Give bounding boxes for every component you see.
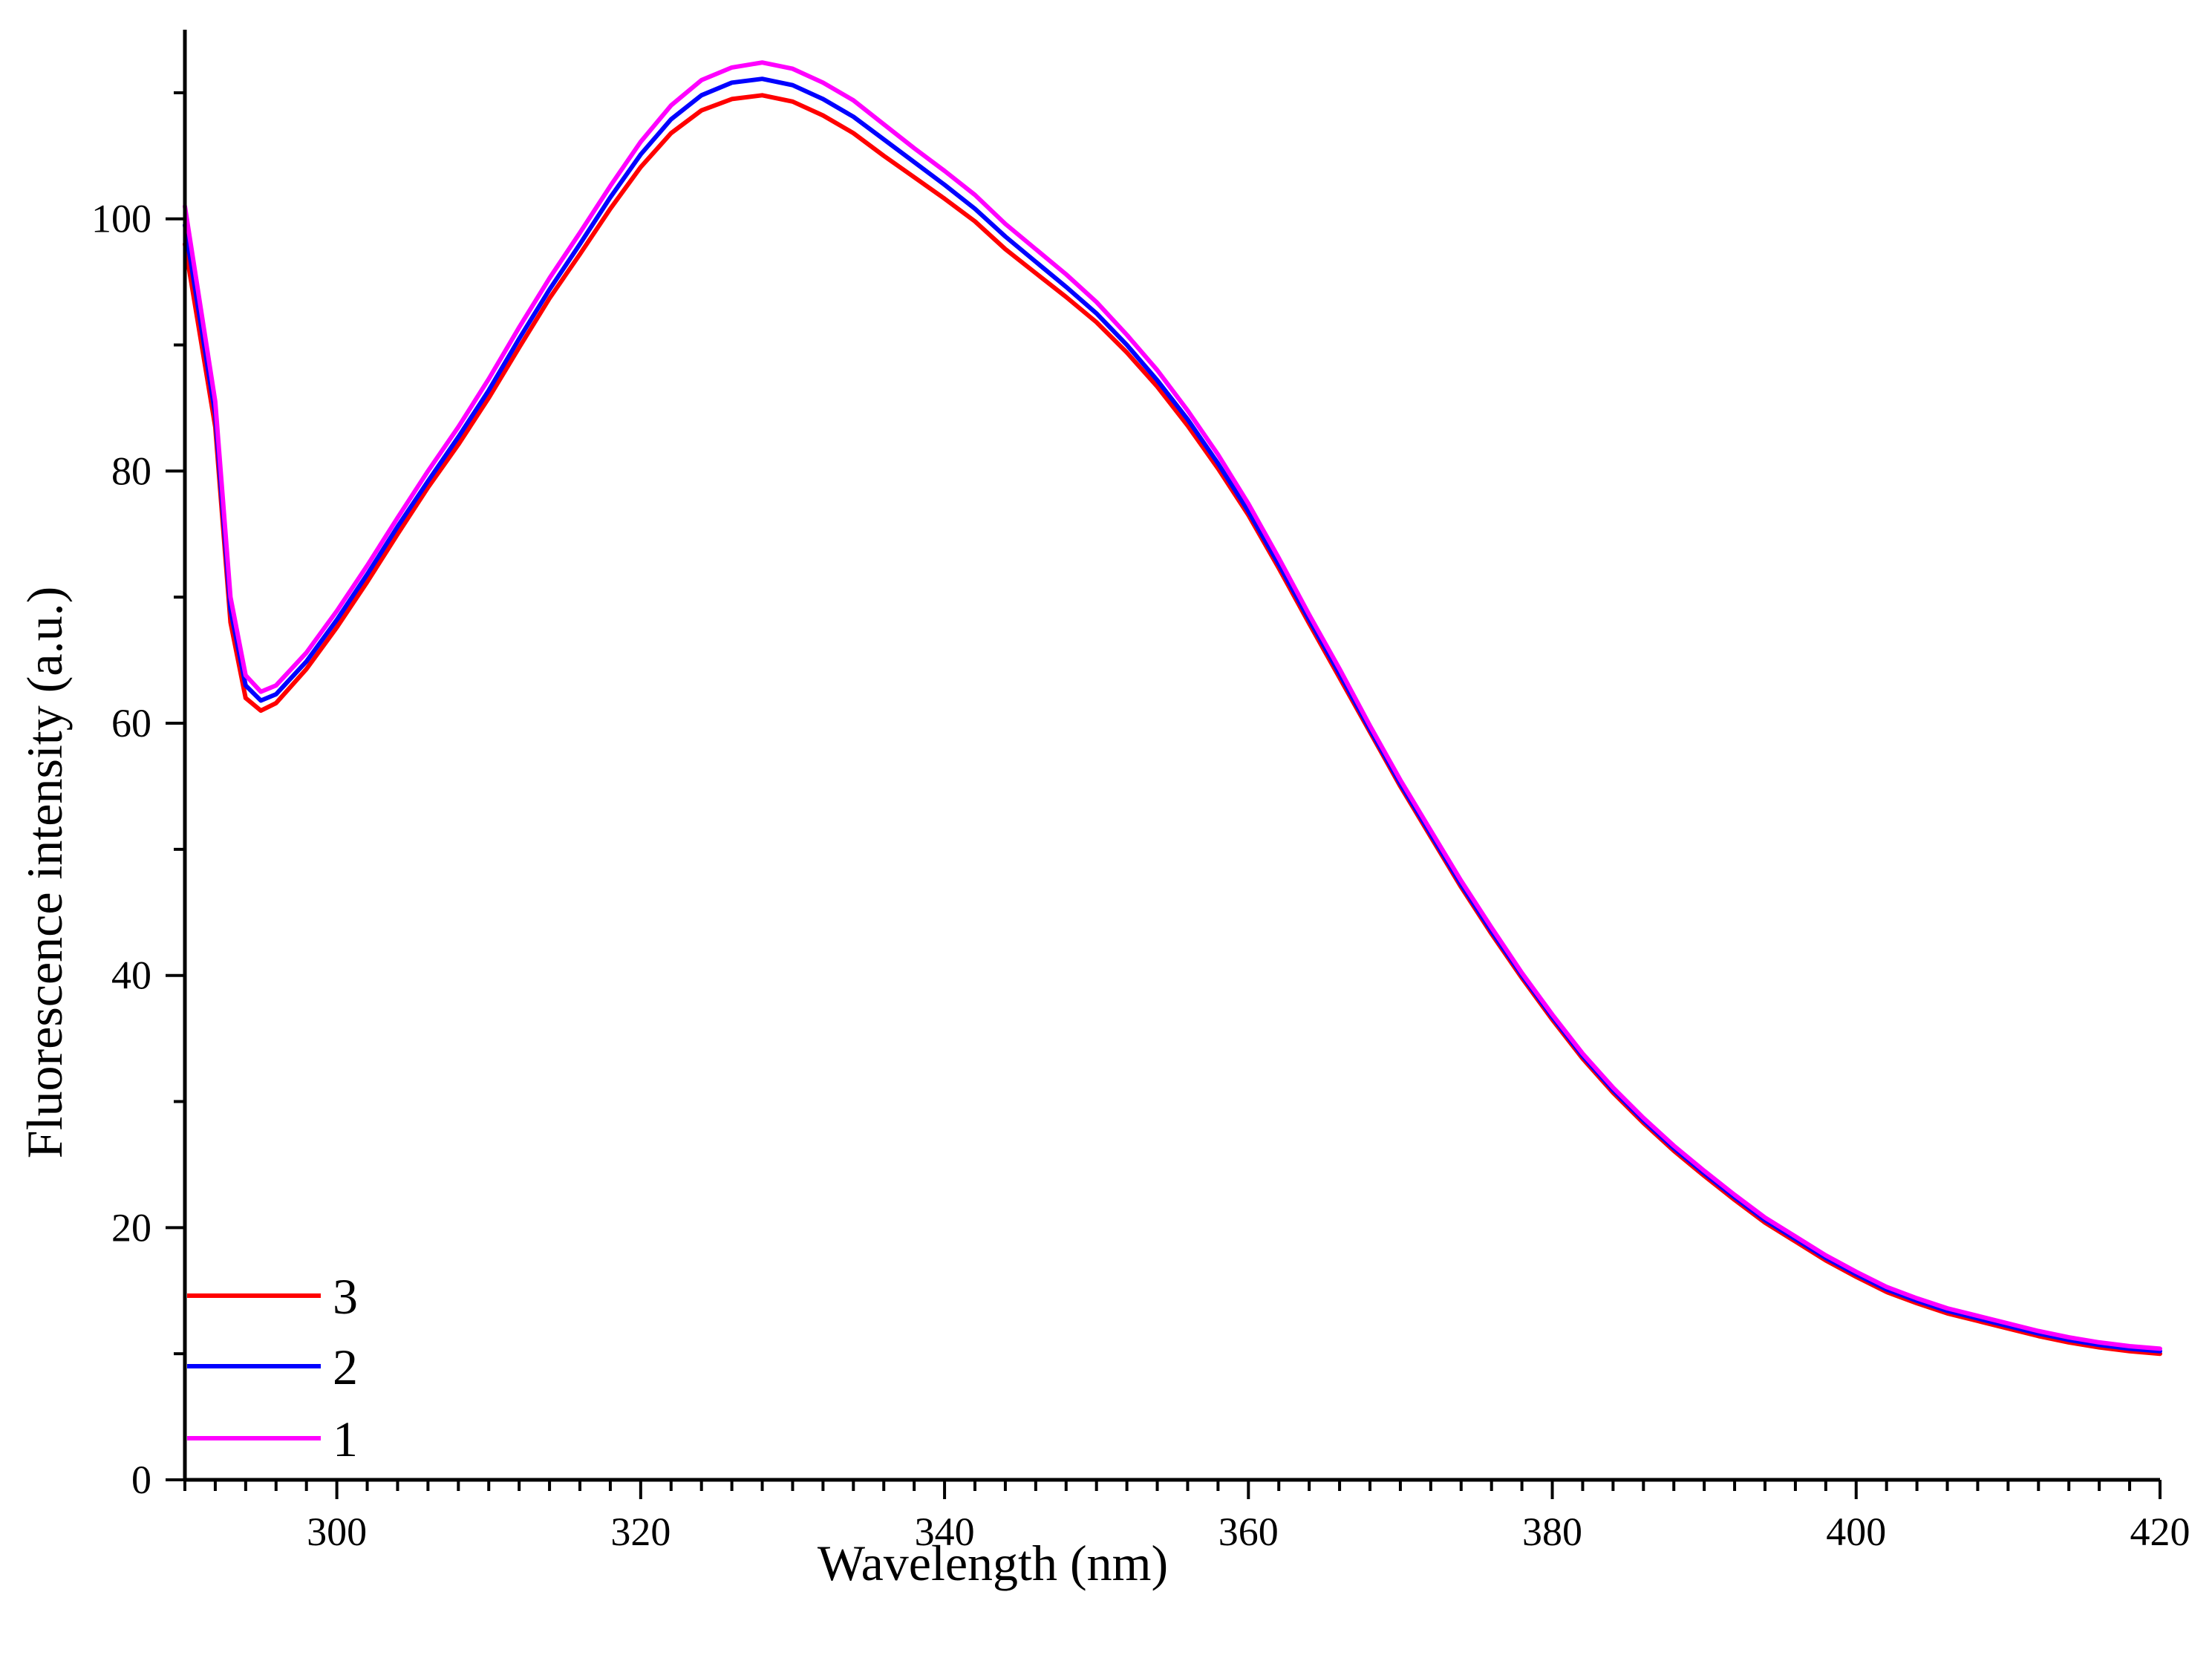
x-tick-label: 380 <box>1522 1510 1582 1554</box>
legend-label-3: 3 <box>333 1268 358 1325</box>
x-tick-label: 300 <box>307 1510 367 1554</box>
y-axis-title: Fluorescence intensity (a.u.) <box>16 587 73 1158</box>
x-tick-label: 400 <box>1826 1510 1886 1554</box>
series-line-3 <box>183 93 2162 1357</box>
legend-label-1: 1 <box>333 1411 358 1467</box>
legend-label-2: 2 <box>333 1339 358 1395</box>
x-tick-label: 320 <box>610 1510 671 1554</box>
y-tick-label: 60 <box>111 701 151 745</box>
y-tick-label: 0 <box>131 1458 151 1502</box>
axes <box>183 30 2160 1482</box>
x-tick-label: 360 <box>1218 1510 1279 1554</box>
y-tick-label: 80 <box>111 448 151 493</box>
x-tick-label: 420 <box>2130 1510 2190 1554</box>
y-tick-label: 100 <box>91 197 151 241</box>
x-tick-label: 340 <box>915 1510 975 1554</box>
x-axis-ticks: 300 320 340 360 380 400 420 <box>183 1480 2190 1554</box>
y-axis-ticks: 0 20 40 60 80 100 <box>91 91 185 1502</box>
x-axis-title: Wavelength (nm) <box>818 1535 1168 1591</box>
series-line-2 <box>183 76 2162 1354</box>
series-line-1 <box>183 60 2162 1351</box>
legend: 3 2 1 <box>187 1268 358 1467</box>
series-lines <box>183 60 2162 1357</box>
y-tick-label: 20 <box>111 1205 151 1250</box>
y-tick-label: 40 <box>111 953 151 998</box>
